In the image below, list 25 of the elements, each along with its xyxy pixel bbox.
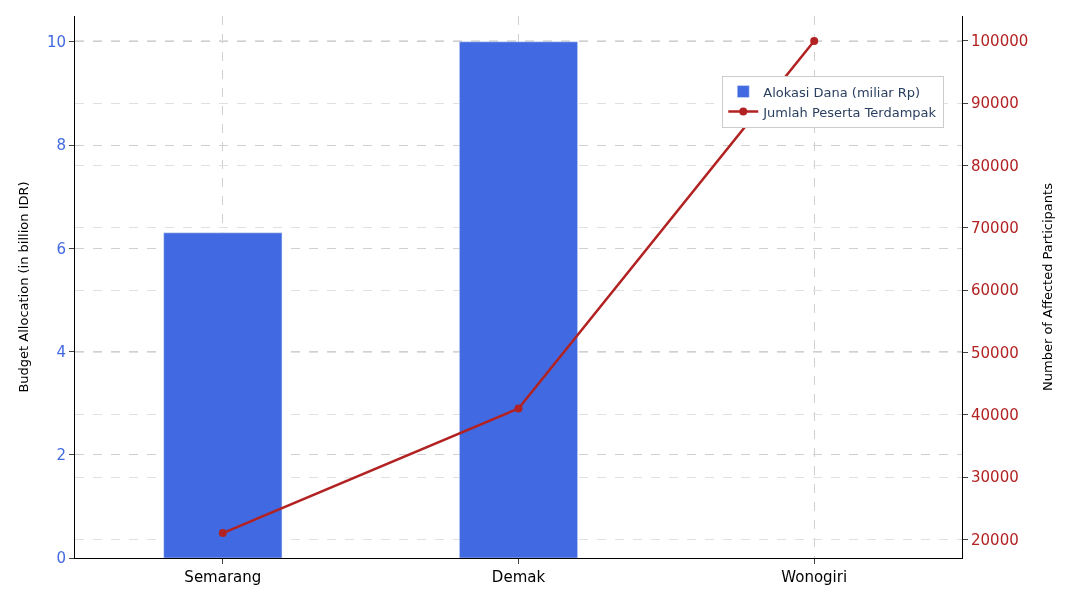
y-axis-title: Budget Allocation (in billion IDR): [15, 181, 31, 393]
x-tick-label: Demak: [491, 568, 546, 586]
y2-tick-label: 60000: [971, 281, 1019, 300]
y2-tick-label: 80000: [971, 156, 1019, 175]
x-tick-label: Wonogiri: [781, 568, 848, 586]
y2-tick-label: 20000: [971, 530, 1019, 549]
point: [514, 404, 523, 413]
y2-tick-label: 70000: [971, 219, 1019, 238]
point: [810, 36, 819, 45]
y2-tick-label: 40000: [971, 405, 1019, 424]
y2-axis-title: Number of Affected Participants: [1039, 182, 1055, 391]
y-tick-label: 0: [56, 549, 66, 568]
y2-tick-label: 30000: [971, 468, 1019, 487]
legend-label: Alokasi Dana (miliar Rp): [763, 84, 921, 100]
point: [218, 529, 227, 538]
x-tick-label: Semarang: [184, 568, 262, 586]
y-tick-label: 2: [56, 446, 66, 465]
y2-tick-label: 100000: [971, 32, 1029, 51]
y-tick-label: 10: [46, 33, 66, 52]
y2-tick-label: 50000: [971, 343, 1019, 362]
y-tick-label: 8: [56, 136, 66, 155]
y-tick-label: 4: [56, 342, 66, 361]
y2-tick-label: 90000: [971, 94, 1019, 113]
legend-label: Jumlah Peserta Terdampak: [762, 104, 937, 120]
y-tick-label: 6: [56, 239, 66, 258]
